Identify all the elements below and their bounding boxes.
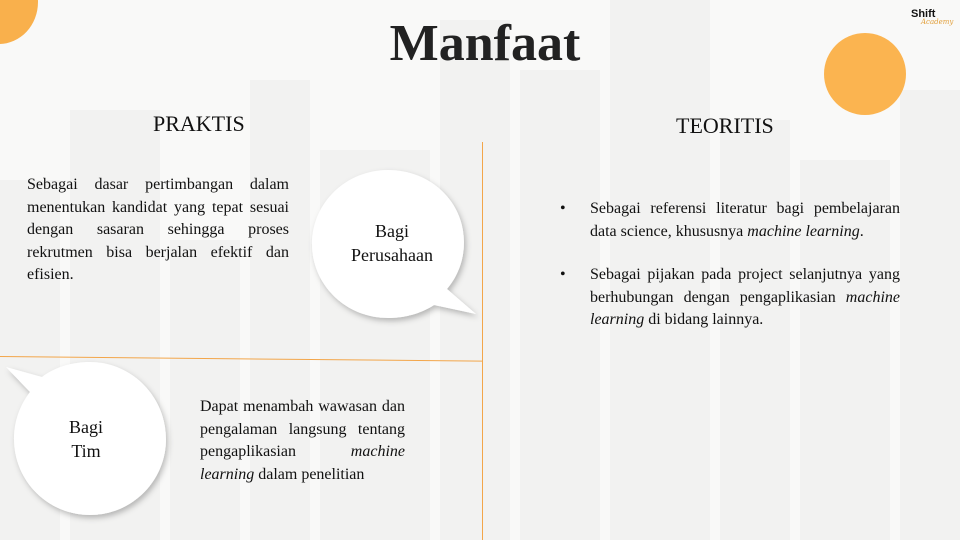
tim-text-part2: dalam penelitian [254, 465, 365, 483]
bubble-perusahaan-line1: Bagi [375, 221, 409, 241]
list-item: • Sebagai referensi literatur bagi pembe… [560, 198, 900, 243]
bubble-perusahaan-line2: Perusahaan [351, 245, 433, 265]
bullet-icon: • [560, 266, 566, 283]
logo-text: Shift [911, 8, 936, 20]
orange-circle-decoration [824, 33, 906, 115]
teoritis-list: • Sebagai referensi literatur bagi pembe… [560, 198, 900, 353]
bubble-tim-line1: Bagi [69, 417, 103, 437]
bubble-perusahaan-label: Bagi Perusahaan [318, 219, 466, 267]
slide-title: Manfaat [389, 15, 581, 72]
speech-bubble-tim [6, 362, 166, 515]
bubble-tim-line2: Tim [71, 441, 101, 461]
tim-description: Dapat menambah wawasan dan pengalaman la… [200, 396, 405, 486]
bullet-text: Sebagai pijakan pada project selanjutnya… [590, 266, 900, 306]
bullet-emphasis: machine learning [747, 222, 860, 240]
heading-praktis: PRAKTIS [153, 111, 245, 136]
shift-academy-logo: Shift Academy [911, 8, 953, 30]
list-item: • Sebagai pijakan pada project selanjutn… [560, 264, 900, 332]
heading-teoritis: TEORITIS [676, 113, 774, 138]
tim-text-part1: Dapat menambah wawasan dan pengalaman la… [200, 398, 405, 460]
speech-bubble-perusahaan [312, 170, 476, 318]
bubble-tim-label: Bagi Tim [30, 415, 142, 463]
bullet-icon: • [560, 200, 566, 217]
tim-text-emphasis: machine learning [200, 443, 405, 483]
perusahaan-description: Sebagai dasar pertimbangan dalam menentu… [27, 176, 289, 283]
bullet-text: Sebagai referensi literatur bagi pembela… [590, 200, 900, 240]
bullet-after: . [859, 222, 864, 240]
bullet-after: di bidang lainnya. [644, 311, 764, 328]
bullet-emphasis: machine learning [590, 288, 900, 329]
vertical-divider [482, 142, 483, 540]
logo-subtext: Academy [921, 18, 954, 26]
